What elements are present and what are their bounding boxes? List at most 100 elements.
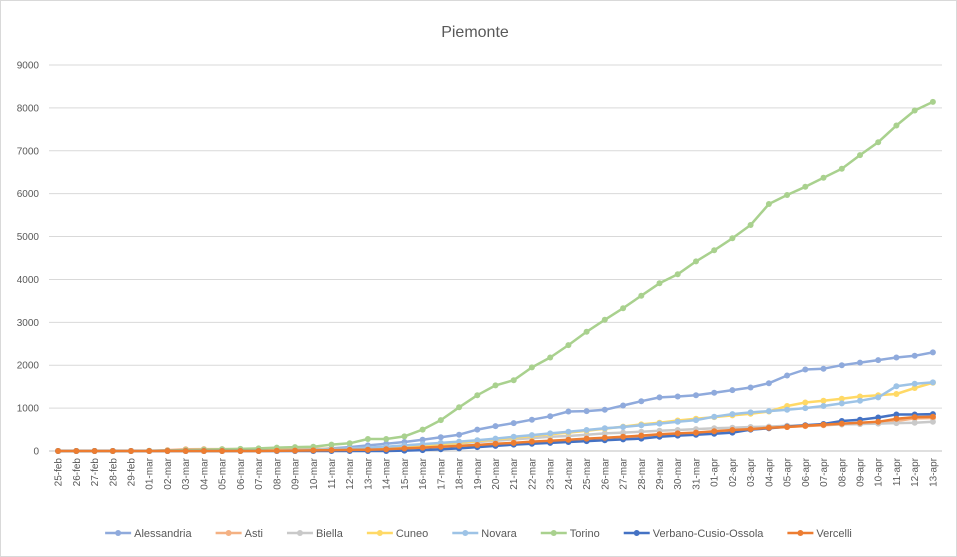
series-lines [55, 98, 936, 454]
data-point [492, 382, 499, 389]
x-tick-label: 27-feb [90, 458, 101, 487]
data-point [364, 446, 371, 453]
data-point [911, 352, 918, 359]
legend-swatch-marker [550, 530, 557, 536]
data-point [346, 446, 353, 453]
data-point [893, 122, 900, 129]
x-tick-label: 23-mar [546, 457, 557, 489]
data-point [73, 448, 80, 454]
data-point [857, 359, 863, 366]
x-tick-label: 11-apr [892, 457, 903, 486]
y-axis-ticks: 0 1000 2000 3000 4000 5000 6000 7000 8000 9000 [17, 61, 40, 458]
data-point [656, 394, 663, 401]
data-point [510, 433, 517, 440]
legend-swatch-marker [376, 530, 383, 536]
data-point [747, 222, 754, 228]
series-line [58, 100, 934, 453]
data-point [456, 431, 463, 438]
x-tick-label: 27-mar [619, 457, 630, 489]
x-tick-label: 28-feb [108, 458, 119, 487]
legend-label: Vercelli [816, 528, 851, 540]
data-point [838, 395, 845, 402]
data-point [419, 444, 426, 451]
data-point [911, 380, 918, 387]
data-point [638, 422, 645, 429]
data-point [492, 423, 499, 430]
y-tick-label: 0 [33, 447, 39, 458]
x-tick-label: 26-mar [600, 457, 611, 489]
data-point [875, 418, 882, 425]
data-point [547, 430, 554, 437]
data-point [638, 292, 645, 299]
data-point [55, 448, 62, 454]
chart-title: Piemonte [441, 24, 509, 41]
data-point [747, 409, 754, 416]
data-point [528, 364, 535, 371]
y-tick-label: 9000 [17, 61, 40, 72]
data-point [765, 380, 772, 387]
x-tick-label: 16-mar [418, 457, 429, 489]
data-point [182, 448, 189, 454]
legend-swatch-marker [633, 530, 640, 536]
data-point [474, 437, 481, 444]
data-point [638, 432, 645, 439]
data-point [528, 432, 535, 439]
data-point [401, 445, 408, 452]
data-point [492, 435, 499, 442]
data-point [601, 425, 608, 432]
data-point [583, 435, 590, 442]
x-tick-label: 24-mar [564, 457, 575, 489]
data-point [601, 316, 608, 323]
data-point [674, 418, 681, 425]
x-axis-ticks: 25-feb 26-feb 27-feb 28-feb 29-feb 01-mar 02-m… [54, 457, 940, 489]
data-point [656, 280, 663, 287]
data-point [857, 152, 863, 159]
legend-label: Verbano-Cusio-Ossola [653, 528, 765, 540]
data-point [620, 433, 627, 440]
legend-swatch-marker [462, 530, 469, 536]
x-tick-label: 21-mar [509, 457, 520, 489]
data-point [875, 414, 882, 421]
data-point [929, 98, 936, 105]
legend-swatch-marker [797, 530, 804, 536]
data-point [747, 426, 754, 433]
series-vercelli [55, 413, 936, 454]
data-point [620, 402, 627, 409]
legend-label: Asti [245, 528, 263, 540]
data-point [510, 420, 517, 427]
x-tick-label: 18-mar [455, 457, 466, 489]
data-point [200, 448, 207, 454]
data-point [656, 420, 663, 427]
data-point [528, 416, 535, 423]
data-point [929, 413, 936, 420]
data-point [747, 384, 754, 391]
y-tick-label: 5000 [17, 232, 40, 243]
data-point [929, 379, 936, 386]
x-tick-label: 30-mar [673, 457, 684, 489]
x-tick-label: 29-feb [127, 458, 138, 487]
x-tick-label: 15-mar [400, 457, 411, 489]
data-point [620, 305, 627, 312]
data-point [292, 447, 298, 454]
data-point [784, 192, 791, 198]
data-point [838, 165, 845, 172]
data-point [547, 437, 554, 444]
x-tick-label: 17-mar [436, 457, 447, 489]
data-point [419, 426, 426, 433]
data-point [528, 438, 535, 445]
data-point [711, 389, 718, 396]
data-point [802, 366, 809, 373]
data-point [492, 440, 499, 447]
x-tick-label: 02-mar [163, 457, 174, 489]
data-point [765, 424, 772, 431]
data-point [565, 342, 572, 349]
y-tick-label: 3000 [17, 318, 40, 329]
x-tick-label: 11-mar [327, 457, 338, 489]
data-point [929, 349, 936, 356]
x-tick-label: 12-apr [910, 457, 921, 487]
data-point [838, 400, 845, 407]
x-tick-label: 03-apr [746, 457, 757, 487]
x-tick-label: 26-feb [72, 458, 83, 487]
x-tick-label: 29-mar [655, 457, 666, 489]
x-tick-label: 07-mar [254, 457, 265, 489]
